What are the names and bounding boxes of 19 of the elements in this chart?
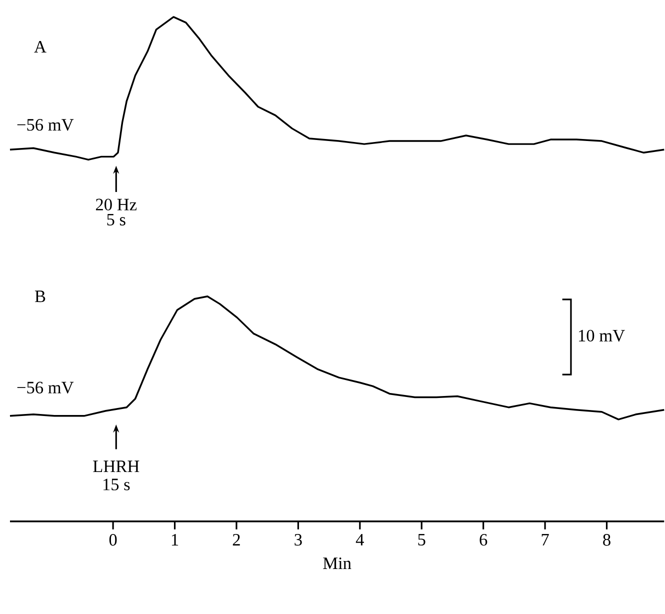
x-tick-label: 1 — [172, 534, 178, 546]
annotation: LHRH — [93, 460, 140, 472]
x-tick-label: 8 — [603, 534, 610, 546]
annotation: 10 mV — [579, 330, 625, 342]
annotation: 20 Hz — [96, 198, 137, 210]
annotation: −56 mV — [17, 382, 74, 394]
x-tick-label: 2 — [232, 534, 240, 546]
annotation: −56 mV — [17, 118, 74, 131]
x-tick-label: 6 — [480, 534, 488, 546]
x-tick-label: 3 — [294, 534, 302, 546]
annotation: A — [34, 40, 46, 52]
annotation: 15 s — [103, 478, 130, 490]
x-tick-label: 7 — [542, 534, 549, 546]
x-tick-label: 0 — [109, 534, 117, 546]
x-tick-label: 4 — [356, 534, 364, 546]
x-axis-title: Min — [323, 557, 352, 569]
annotation: 5 s — [107, 214, 126, 226]
x-tick-label: 5 — [418, 534, 426, 546]
annotation: B — [34, 290, 46, 302]
